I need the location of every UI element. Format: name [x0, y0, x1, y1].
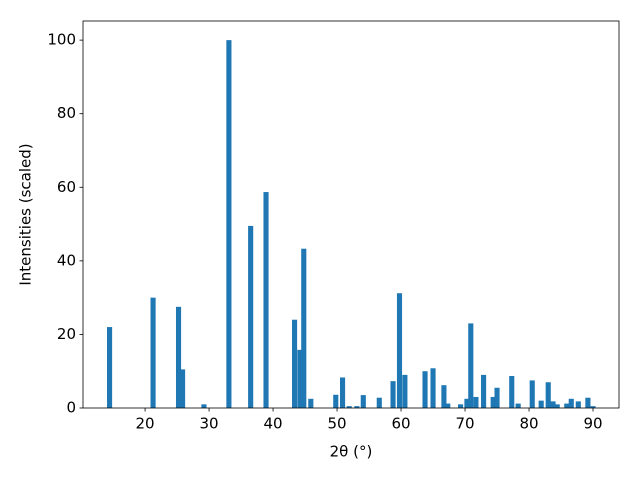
bar [481, 374, 487, 408]
bar [468, 323, 474, 408]
bar [509, 375, 515, 408]
x-axis-label: 2θ (°) [330, 443, 373, 461]
y-tick-label: 80 [57, 104, 76, 122]
bar [564, 403, 570, 408]
bar [333, 394, 339, 408]
bar [590, 406, 596, 408]
y-tick-label: 100 [47, 31, 76, 49]
bar [201, 404, 207, 408]
bar [529, 380, 535, 408]
bar [360, 395, 366, 408]
bar [291, 319, 298, 408]
bar [494, 387, 500, 408]
bar [376, 397, 382, 408]
y-tick-label: 40 [57, 251, 76, 269]
bar [390, 381, 396, 408]
axes-frame [82, 20, 620, 409]
bar [457, 404, 464, 408]
x-tick-label: 40 [264, 415, 283, 433]
bar [354, 406, 360, 408]
bar [445, 403, 451, 408]
bar [346, 406, 352, 408]
bar [568, 398, 574, 408]
bar [550, 401, 556, 408]
x-tick-label: 90 [583, 415, 602, 433]
bar [545, 382, 551, 408]
x-tick-label: 30 [200, 415, 219, 433]
bar [490, 396, 496, 408]
bar [226, 40, 232, 409]
bar [441, 385, 447, 408]
bar [180, 369, 186, 408]
bar [248, 225, 254, 408]
bar [106, 327, 113, 408]
x-tick-label: 80 [519, 415, 538, 433]
bar [473, 396, 479, 408]
bar [585, 397, 591, 408]
bar [402, 374, 408, 408]
bar [175, 306, 182, 408]
y-tick-label: 20 [57, 325, 76, 343]
bar [515, 403, 521, 408]
bar [575, 401, 581, 408]
bar [150, 297, 156, 408]
x-tick-label: 50 [328, 415, 347, 433]
x-tick-label: 60 [391, 415, 410, 433]
bar [297, 349, 303, 408]
bar [554, 404, 560, 408]
bar [308, 398, 314, 408]
bar [301, 248, 307, 408]
y-tick-label: 60 [57, 178, 76, 196]
bar [430, 368, 436, 408]
bar [538, 400, 544, 408]
bar [396, 293, 403, 408]
bar [263, 192, 269, 408]
x-tick-label: 20 [136, 415, 155, 433]
bar [464, 398, 470, 408]
bar [339, 377, 346, 408]
bar [422, 371, 428, 408]
y-axis-label: Intensities (scaled) [17, 143, 35, 285]
y-tick-label: 0 [66, 399, 76, 417]
x-tick-label: 70 [455, 415, 474, 433]
